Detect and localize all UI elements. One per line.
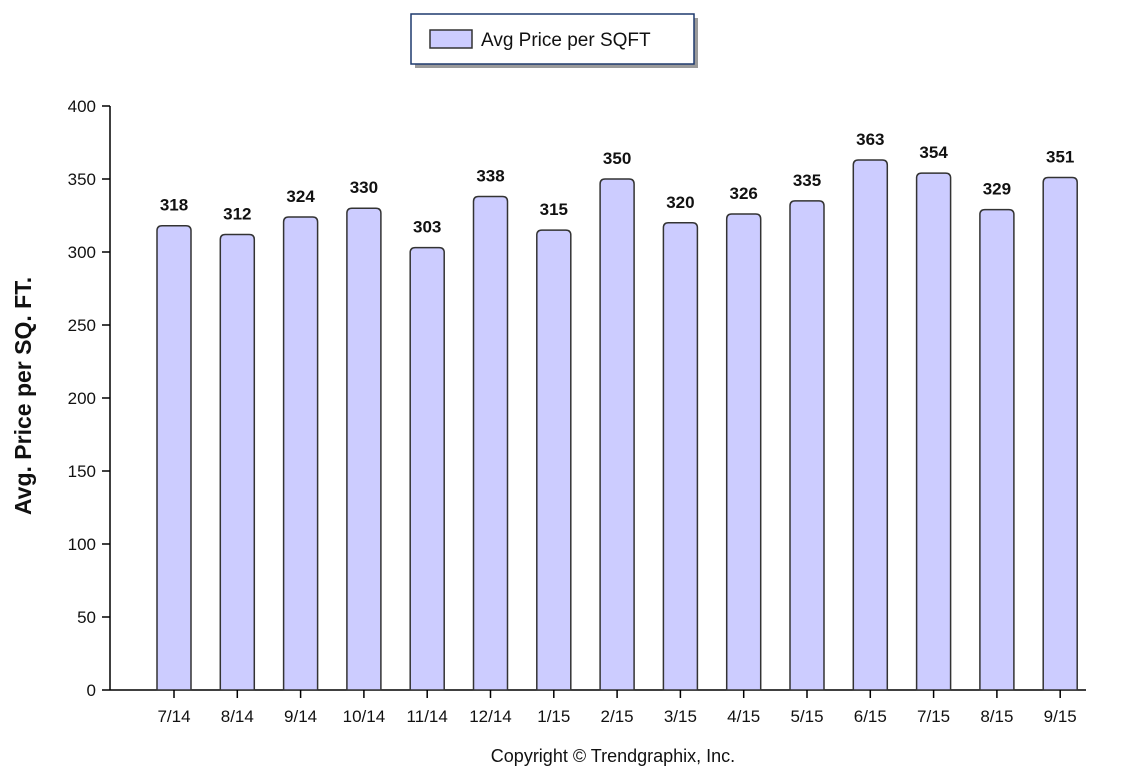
x-tick-label: 9/15 [1044,707,1077,726]
data-label: 312 [223,204,251,223]
bar [852,159,889,691]
bar [282,216,319,691]
bar [599,178,635,691]
bar [156,224,192,691]
data-label: 315 [540,200,568,219]
y-tick-label: 200 [68,389,96,408]
bar [346,207,382,691]
x-tick-label: 4/15 [727,707,760,726]
y-ticks: 0 50 100 150 200 250 300 350 400 [68,97,110,700]
x-tick-label: 7/14 [157,707,190,726]
data-label: 329 [983,180,1011,199]
data-label: 324 [286,187,315,206]
bar [1042,176,1078,691]
y-tick-label: 100 [68,535,96,554]
data-label: 303 [413,218,441,237]
y-tick-label: 50 [77,608,96,627]
data-label: 326 [730,184,758,203]
x-tick-label: 10/14 [343,707,386,726]
bar [536,229,572,691]
bar [662,222,699,691]
data-label: 354 [919,143,948,162]
y-tick-label: 150 [68,462,96,481]
bar [219,233,256,691]
data-label: 350 [603,149,631,168]
data-label: 335 [793,171,821,190]
data-label: 363 [856,130,884,149]
x-tick-label: 1/15 [537,707,570,726]
x-tick-label: 11/14 [407,707,448,726]
x-tick-label: 9/14 [284,707,317,726]
y-tick-label: 250 [68,316,96,335]
bar [472,195,509,691]
bars: 318 312 324 330 303 338 315 350 320 326 335 363 354 3… [156,130,1078,691]
x-tick-label: 6/15 [854,707,887,726]
data-label: 338 [476,167,504,186]
y-tick-label: 300 [68,243,96,262]
bar [915,172,952,691]
bar [979,208,1015,691]
x-tick-label: 12/14 [469,707,512,726]
bar [409,246,445,691]
data-label: 330 [350,178,378,197]
y-tick-label: 400 [68,97,96,116]
x-tick-label: 3/15 [664,707,697,726]
y-tick-label: 0 [87,681,96,700]
legend-swatch [429,29,473,49]
bar [789,200,825,691]
y-tick-label: 350 [68,170,96,189]
x-tick-label: 8/15 [980,707,1013,726]
data-label: 318 [160,196,188,215]
bar [725,213,762,691]
x-tick-label: 5/15 [790,707,823,726]
x-tick-label: 7/15 [917,707,950,726]
copyright-text: Copyright © Trendgraphix, Inc. [491,746,735,766]
legend: Avg Price per SQFT [410,13,698,68]
x-ticks: 7/14 8/14 9/14 10/14 11/14 12/14 1/15 2/15 3/15 4… [157,690,1077,726]
data-label: 320 [666,193,694,212]
legend-label: Avg Price per SQFT [481,30,651,51]
data-label: 351 [1046,148,1074,167]
x-tick-label: 2/15 [601,707,634,726]
x-tick-label: 8/14 [221,707,254,726]
y-axis-label: Avg. Price per SQ. FT. [10,277,36,515]
